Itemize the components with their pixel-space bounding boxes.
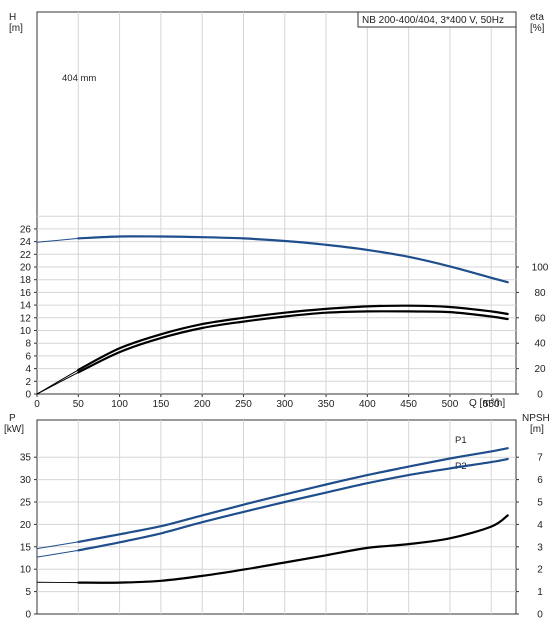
head-tick-label: 22 <box>20 250 32 261</box>
x-axis-label: Q [m³/h] <box>469 398 505 409</box>
top-series-1-line <box>77 304 509 371</box>
top-plot-frame <box>36 11 517 395</box>
npsh-tick-label: 4 <box>537 520 543 531</box>
npsh-axis-label-line2: [m] <box>530 424 544 435</box>
bottom-series-2-line <box>77 514 509 584</box>
chart-title-box <box>357 11 517 28</box>
npsh-tick-label: 1 <box>537 587 543 598</box>
eta-tick-label: 80 <box>534 288 546 299</box>
top-series-2-line <box>77 310 509 374</box>
power-tick-label: 15 <box>20 542 32 553</box>
bottom-series-1-extension <box>36 549 79 558</box>
eta-tick-label: 0 <box>537 390 543 401</box>
head-tick-label: 16 <box>20 288 32 299</box>
chart-title: NB 200-400/404, 3*400 V, 50Hz <box>362 15 504 26</box>
npsh-tick-label: 5 <box>537 498 543 509</box>
x-tick-label: 150 <box>153 399 170 410</box>
eta-tick-label: 40 <box>534 339 546 350</box>
x-tick-label: 250 <box>235 399 252 410</box>
impeller-diameter-label: 404 mm <box>62 73 96 84</box>
head-tick-label: 0 <box>25 390 31 401</box>
x-tick-label: 550 <box>483 399 500 410</box>
eta-tick-label: 20 <box>534 364 546 375</box>
top-series-0-line <box>77 235 509 284</box>
power-tick-label: 10 <box>20 565 32 576</box>
bottom-series <box>36 447 509 584</box>
head-tick-label: 8 <box>25 339 31 350</box>
bottom-right-ticks: 0 1 2 3 4 5 6 7 <box>516 453 543 621</box>
power-tick-label: 0 <box>25 610 31 621</box>
npsh-axis-label-line1: NPSH <box>522 413 550 424</box>
power-tick-label: 30 <box>20 475 32 486</box>
bottom-gridlines <box>37 420 516 614</box>
head-tick-label: 24 <box>20 237 32 248</box>
series-label-p1: P1 <box>455 435 467 446</box>
head-tick-label: 26 <box>20 224 32 235</box>
top-gridlines <box>37 12 516 394</box>
power-tick-label: 25 <box>20 498 32 509</box>
x-axis-ticks: 0 50 100 150 200 250 300 350 400 450 500 550 <box>34 394 500 410</box>
top-series-2-extension <box>36 371 79 395</box>
bottom-series-0-line <box>77 447 509 543</box>
head-tick-label: 10 <box>20 326 32 337</box>
top-series-0-extension <box>36 237 79 243</box>
x-tick-label: 0 <box>34 399 40 410</box>
head-tick-label: 20 <box>20 263 32 274</box>
x-tick-label: 300 <box>276 399 293 410</box>
eta-tick-label: 100 <box>532 263 549 274</box>
head-axis-label-line2: [m] <box>9 23 23 34</box>
x-tick-label: 50 <box>73 399 85 410</box>
bottom-series-0-extension <box>36 541 79 550</box>
power-tick-label: 20 <box>20 520 32 531</box>
npsh-tick-label: 2 <box>537 565 543 576</box>
x-tick-label: 200 <box>194 399 211 410</box>
power-axis-label-line1: P <box>9 413 16 424</box>
eta-tick-label: 60 <box>534 313 546 324</box>
npsh-tick-label: 0 <box>537 610 543 621</box>
power-tick-label: 35 <box>20 453 32 464</box>
bottom-plot-frame <box>36 419 517 615</box>
head-axis-label-line1: H <box>9 12 16 23</box>
bottom-left-ticks: 0 5 10 15 20 25 30 35 <box>20 453 37 621</box>
bottom-series-1-line <box>77 457 509 552</box>
head-tick-label: 6 <box>25 351 31 362</box>
x-tick-label: 350 <box>318 399 335 410</box>
top-series <box>36 235 509 395</box>
x-tick-label: 450 <box>400 399 417 410</box>
head-tick-label: 18 <box>20 275 32 286</box>
eta-axis-label-line1: eta <box>530 12 544 23</box>
head-tick-label: 14 <box>20 301 32 312</box>
power-tick-label: 5 <box>25 587 31 598</box>
x-tick-label: 100 <box>111 399 128 410</box>
npsh-tick-label: 6 <box>537 475 543 486</box>
x-tick-label: 400 <box>359 399 376 410</box>
npsh-tick-label: 7 <box>537 453 543 464</box>
head-tick-label: 4 <box>25 364 31 375</box>
x-tick-label: 500 <box>442 399 459 410</box>
power-axis-label-line2: [kW] <box>4 424 24 435</box>
top-right-ticks: 0 20 40 60 80 100 <box>516 263 549 401</box>
eta-axis-label-line2: [%] <box>530 23 545 34</box>
head-tick-label: 12 <box>20 313 32 324</box>
head-tick-label: 2 <box>25 377 31 388</box>
npsh-tick-label: 3 <box>537 542 543 553</box>
